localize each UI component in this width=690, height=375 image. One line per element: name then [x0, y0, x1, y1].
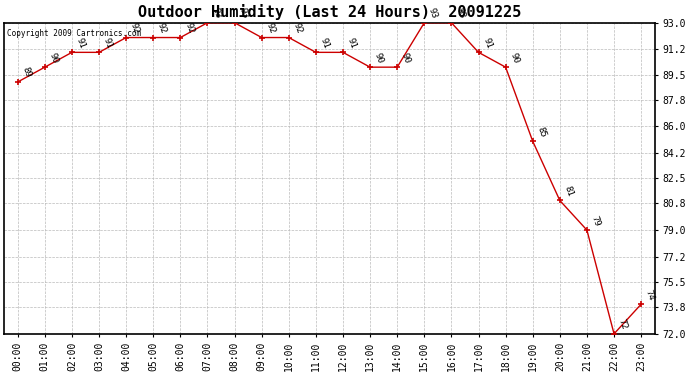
Text: 90: 90 — [48, 51, 60, 64]
Text: 91: 91 — [75, 36, 87, 50]
Text: 85: 85 — [535, 125, 548, 138]
Text: 91: 91 — [319, 36, 331, 50]
Text: 91: 91 — [346, 36, 358, 50]
Text: 72: 72 — [617, 318, 629, 331]
Text: 92: 92 — [183, 22, 195, 35]
Text: 90: 90 — [400, 51, 412, 64]
Text: 81: 81 — [562, 184, 575, 198]
Text: 93: 93 — [210, 7, 222, 20]
Text: 79: 79 — [590, 214, 602, 227]
Text: 91: 91 — [482, 36, 493, 50]
Text: 92: 92 — [264, 22, 277, 35]
Text: 93: 93 — [237, 7, 250, 20]
Text: 92: 92 — [156, 22, 168, 35]
Text: 91: 91 — [102, 36, 114, 50]
Title: Outdoor Humidity (Last 24 Hours)  20091225: Outdoor Humidity (Last 24 Hours) 2009122… — [138, 4, 521, 20]
Text: 93: 93 — [427, 7, 440, 20]
Text: 92: 92 — [129, 22, 141, 35]
Text: 93: 93 — [454, 7, 466, 20]
Text: 89: 89 — [21, 66, 32, 79]
Text: 74: 74 — [644, 288, 656, 302]
Text: 90: 90 — [373, 51, 385, 64]
Text: Copyright 2009 Cartronics.com: Copyright 2009 Cartronics.com — [8, 29, 141, 38]
Text: 90: 90 — [509, 51, 520, 64]
Text: 92: 92 — [292, 22, 304, 35]
